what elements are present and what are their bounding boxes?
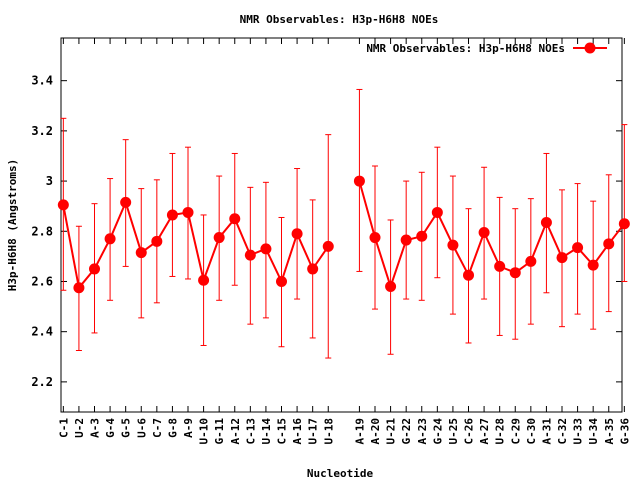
data-point <box>135 247 147 259</box>
data-point <box>431 206 443 218</box>
x-tick-label: C-30 <box>525 418 538 445</box>
data-point <box>494 260 506 272</box>
data-point <box>400 234 412 246</box>
x-tick-label: G-4 <box>104 418 117 438</box>
data-point <box>385 280 397 292</box>
legend-label: NMR Observables: H3p-H6H8 NOEs <box>366 42 565 55</box>
x-tick-label: C-7 <box>151 418 164 438</box>
y-tick-label: 2.8 <box>31 224 53 238</box>
data-point <box>198 274 210 286</box>
x-tick-label: U-6 <box>135 418 148 438</box>
x-tick-label: G-22 <box>400 418 413 445</box>
x-tick-label: A-31 <box>540 418 553 445</box>
y-tick-label: 2.6 <box>31 274 53 288</box>
data-point <box>260 243 272 255</box>
data-point <box>369 232 381 244</box>
x-tick-label: G-24 <box>431 418 444 445</box>
series-lines <box>62 180 626 291</box>
x-tick-label: U-34 <box>587 418 600 445</box>
x-tick-label: U-21 <box>385 418 398 445</box>
x-tick-label: C-13 <box>244 418 257 445</box>
y-tick-label: 2.4 <box>31 325 53 339</box>
data-point <box>120 196 132 208</box>
x-tick-label: A-3 <box>89 418 102 438</box>
data-point <box>447 239 459 251</box>
data-points <box>57 175 630 294</box>
chart-title: NMR Observables: H3p-H6H8 NOEs <box>240 13 439 26</box>
data-point <box>540 216 552 228</box>
data-point <box>603 238 615 250</box>
series-line <box>358 180 626 290</box>
y-axis-ticks: 2.2 2.4 2.6 2.8 3 3.2 3.4 <box>31 74 622 389</box>
x-tick-label: A-9 <box>182 418 195 438</box>
x-tick-label: G-8 <box>166 418 179 438</box>
data-point <box>587 259 599 271</box>
data-point <box>244 249 256 261</box>
x-tick-label: A-19 <box>353 418 366 445</box>
x-axis-title: Nucleotide <box>307 467 374 480</box>
x-tick-label: C-15 <box>276 418 289 445</box>
x-tick-label: A-23 <box>416 418 429 445</box>
data-point <box>73 282 85 294</box>
data-point <box>276 275 288 287</box>
legend: NMR Observables: H3p-H6H8 NOEs <box>366 42 607 55</box>
x-tick-label: G-5 <box>120 418 133 438</box>
plot-frame <box>60 37 623 413</box>
x-tick-label: U-14 <box>260 418 273 445</box>
x-tick-label: A-27 <box>478 418 491 445</box>
data-point <box>166 209 178 221</box>
data-point <box>509 267 521 279</box>
x-tick-label: C-26 <box>463 418 476 445</box>
data-point <box>463 269 475 281</box>
x-tick-label: U-2 <box>73 418 86 438</box>
y-tick-label: 3.2 <box>31 124 53 138</box>
x-axis-ticks: C-1 U-2 A-3 G-4 G-5 U-6 C-7 G-8 A-9 U-10 G-11 A-12 C… <box>57 38 631 445</box>
x-tick-label: U-33 <box>572 418 585 445</box>
x-tick-label: G-11 <box>213 418 226 445</box>
x-tick-label: U-25 <box>447 418 460 445</box>
data-point <box>104 233 116 245</box>
data-point <box>213 232 225 244</box>
x-tick-label: C-32 <box>556 418 569 445</box>
x-tick-label: U-17 <box>307 418 320 445</box>
data-point <box>307 263 319 275</box>
data-point <box>572 242 584 254</box>
data-point <box>151 235 163 247</box>
x-tick-label: A-12 <box>229 418 242 445</box>
data-point <box>57 199 69 211</box>
data-point <box>618 218 630 230</box>
data-point <box>89 263 101 275</box>
data-point <box>353 175 365 187</box>
y-tick-label: 3 <box>46 174 53 188</box>
y-tick-label: 2.2 <box>31 375 53 389</box>
x-tick-label: U-28 <box>494 418 507 445</box>
y-axis-title: H3p-H6H8 (Angstroms) <box>6 159 19 291</box>
data-point <box>478 227 490 239</box>
data-point <box>525 255 537 267</box>
x-tick-label: A-35 <box>603 418 616 445</box>
data-point <box>229 213 241 225</box>
y-tick-label: 3.4 <box>31 74 53 88</box>
x-tick-label: U-10 <box>198 418 211 445</box>
x-tick-label: G-36 <box>618 418 631 445</box>
data-point <box>416 230 428 242</box>
series-line <box>62 199 330 291</box>
x-tick-label: A-20 <box>369 418 382 445</box>
legend-marker <box>584 42 596 54</box>
data-point <box>322 240 334 252</box>
data-point <box>556 252 568 264</box>
x-tick-label: A-16 <box>291 418 304 445</box>
data-point <box>182 206 194 218</box>
x-tick-label: C-29 <box>509 418 522 445</box>
x-tick-label: U-18 <box>322 418 335 445</box>
x-tick-label: C-1 <box>57 418 70 438</box>
data-point <box>291 228 303 240</box>
